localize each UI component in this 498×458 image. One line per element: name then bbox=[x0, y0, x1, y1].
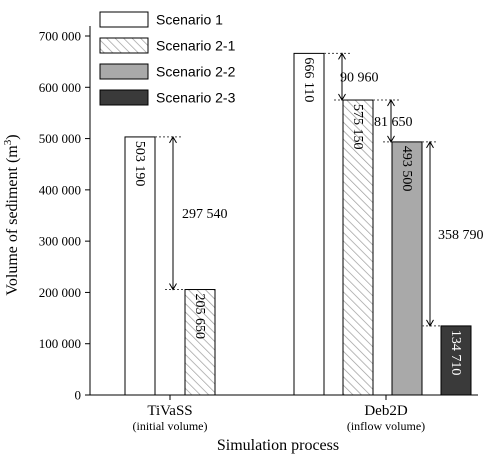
arrow-head bbox=[426, 140, 434, 149]
legend-swatch bbox=[99, 63, 149, 80]
bar-value-label: 205 650 bbox=[192, 294, 207, 340]
bar bbox=[391, 141, 423, 396]
difference-label: 81 650 bbox=[374, 115, 413, 130]
y-tick-label: 700 000 bbox=[39, 29, 81, 44]
axes: 0 100 000 200 000 300 000 400 000 500 000 600 … bbox=[39, 26, 478, 433]
x-axis-title: Simulation process bbox=[217, 437, 339, 454]
difference-label: 358 790 bbox=[438, 228, 484, 243]
difference-annotations: 297 540 90 960 81 650 358 790 bbox=[155, 52, 484, 327]
y-tick-label: 100 000 bbox=[39, 336, 81, 351]
y-axis-title: Volume of sediment (m3) bbox=[2, 134, 21, 295]
x-group-label: TiVaSS bbox=[147, 403, 192, 419]
difference-label: 90 960 bbox=[340, 71, 379, 86]
arrow-head bbox=[338, 52, 346, 60]
legend-label: Scenario 2-1 bbox=[156, 38, 236, 54]
arrow-head bbox=[387, 135, 395, 143]
bar bbox=[342, 99, 374, 396]
bar-value-label: 575 150 bbox=[350, 104, 365, 150]
bar bbox=[293, 52, 325, 396]
x-group-label: Deb2D bbox=[364, 403, 407, 419]
legend-label: Scenario 1 bbox=[156, 12, 223, 28]
bar bbox=[124, 136, 156, 396]
arrow-head bbox=[338, 93, 346, 102]
bar-value-label: 503 190 bbox=[132, 141, 147, 187]
bar-value-label: 493 500 bbox=[399, 146, 414, 192]
legend-swatch bbox=[99, 11, 149, 28]
arrow-head bbox=[387, 99, 395, 107]
bar-value-label: 134 710 bbox=[448, 330, 463, 376]
legend: Scenario 1 Scenario 2-1 Scenario 2-2 Scenar… bbox=[99, 11, 236, 106]
legend-swatch bbox=[99, 37, 149, 54]
y-tick-label: 300 000 bbox=[39, 234, 81, 249]
legend-label: Scenario 2-3 bbox=[156, 90, 236, 106]
bars: 503 190 205 650 666 110 575 150 493 500 134 7… bbox=[124, 52, 472, 396]
x-group-sublabel: (inflow volume) bbox=[347, 419, 425, 433]
arrow-head bbox=[426, 319, 434, 327]
y-tick-label: 500 000 bbox=[39, 131, 81, 146]
y-tick-label: 600 000 bbox=[39, 80, 81, 95]
legend-label: Scenario 2-2 bbox=[156, 64, 236, 80]
bar-value-label: 666 110 bbox=[301, 57, 316, 102]
y-tick-label: 0 bbox=[75, 388, 82, 403]
bar bbox=[440, 325, 472, 396]
y-tick-label: 200 000 bbox=[39, 285, 81, 300]
x-group-sublabel: (initial volume) bbox=[133, 419, 208, 433]
y-tick-label: 400 000 bbox=[39, 182, 81, 197]
bar bbox=[184, 289, 216, 396]
legend-swatch bbox=[99, 89, 149, 106]
arrow-head bbox=[169, 283, 177, 291]
difference-label: 297 540 bbox=[182, 207, 228, 222]
arrow-head bbox=[169, 135, 177, 144]
